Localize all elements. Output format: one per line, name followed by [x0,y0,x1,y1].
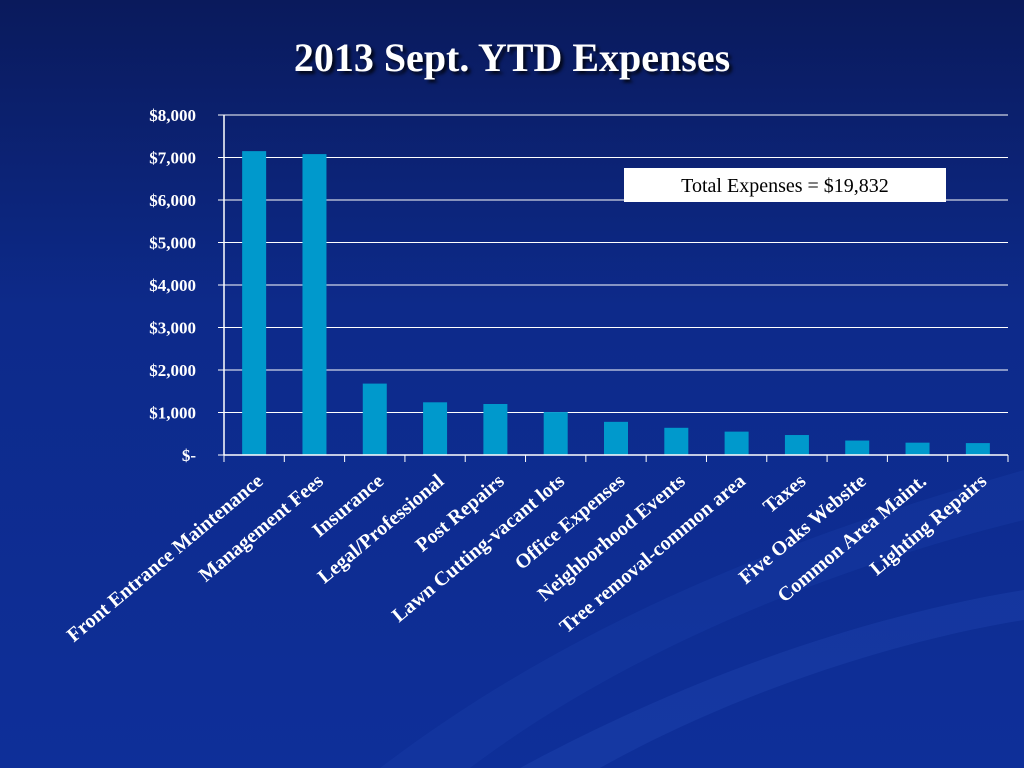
bar [905,442,930,455]
bar [362,383,387,455]
slide-title: 2013 Sept. YTD Expenses [293,35,731,80]
y-tick-label: $8,000 [149,106,196,125]
annotation-box [624,168,946,202]
bar [604,421,628,455]
y-tick-labels: $- $1,000 $2,000 $3,000 $4,000 $5,000 $6,000 $7… [149,106,196,465]
y-tick-label: $- [182,446,197,465]
bar [543,412,568,455]
category-label: Taxes [759,470,810,518]
bar [242,151,267,455]
y-tick-label: $3,000 [149,319,196,338]
bar [784,435,809,455]
bar [483,404,508,455]
bar [965,443,990,455]
y-tick-label: $5,000 [149,234,196,253]
bars [242,151,990,455]
y-tick-label: $2,000 [149,361,196,380]
bar [302,154,327,455]
y-tick-label: $6,000 [149,191,196,210]
total-expenses-annotation: Total Expenses = $19,832 [681,175,889,197]
axes [223,115,1009,462]
y-tick-label: $1,000 [149,404,196,423]
gridlines [218,114,1008,456]
y-tick-label: $7,000 [149,149,196,168]
bar [423,402,448,455]
bar [845,440,870,455]
bar [724,431,749,455]
annotation-group: Total Expenses = $19,832 [624,168,946,202]
bar [664,427,689,455]
y-tick-label: $4,000 [149,276,196,295]
